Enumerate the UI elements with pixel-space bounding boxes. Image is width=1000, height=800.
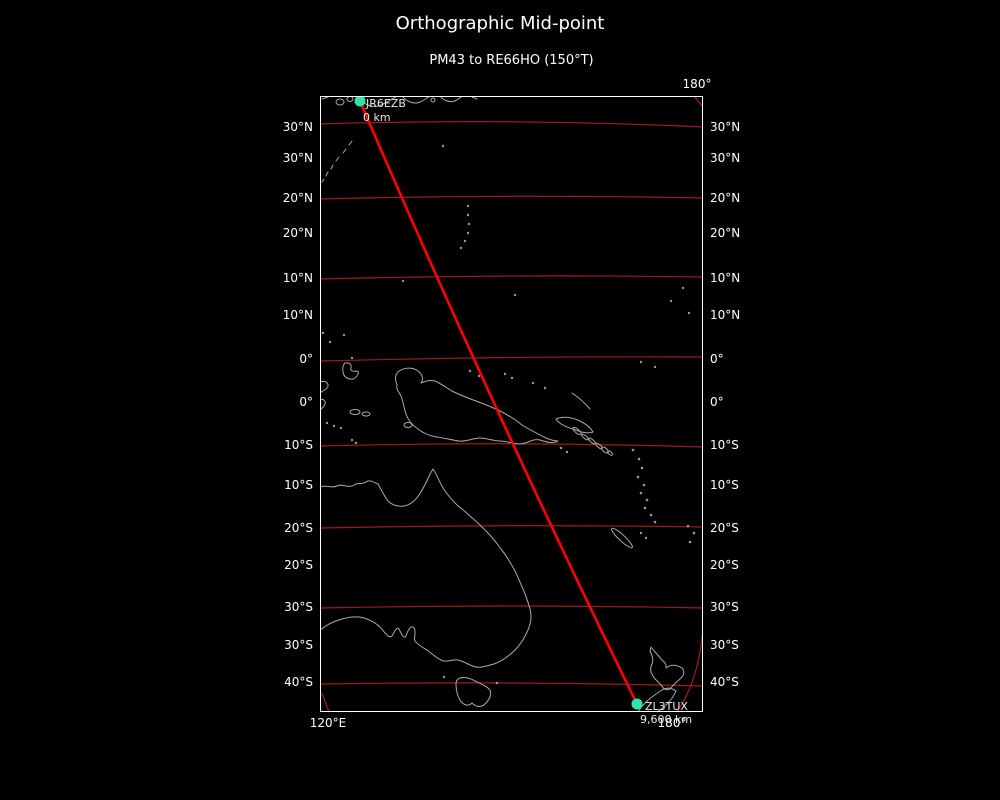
lat-tick-right-0-b: 0°	[710, 395, 724, 409]
lat-tick-left-20n-a: 20°N	[282, 191, 313, 205]
island-specks	[321, 144, 696, 685]
lat-tick-left-20s-a: 20°S	[284, 521, 313, 535]
lat-tick-left-10n-a: 10°N	[282, 271, 313, 285]
parallel-20n	[320, 195, 703, 200]
lat-tick-left-20s-b: 20°S	[284, 558, 313, 572]
parallel-10n	[320, 275, 703, 280]
meridian-180-top-fragment	[693, 96, 703, 108]
coast-solomons	[572, 426, 613, 456]
lat-tick-left-30n-b: 30°N	[282, 151, 313, 165]
lat-tick-right-10n-a: 10°N	[710, 271, 741, 285]
top-meridian-label: 180°	[682, 77, 712, 91]
coast-japan	[321, 96, 478, 107]
start-marker-dot	[354, 96, 366, 107]
lat-tick-right-20s-b: 20°S	[710, 558, 739, 572]
graticule-meridians	[321, 96, 703, 712]
lat-tick-left-20n-b: 20°N	[282, 226, 313, 240]
lat-tick-right-10s-b: 10°S	[710, 478, 739, 492]
lat-tick-left-10s-b: 10°S	[284, 478, 313, 492]
map-canvas	[320, 96, 703, 712]
lat-tick-right-30s-b: 30°S	[710, 638, 739, 652]
parallel-20s	[320, 525, 703, 529]
coast-new-caledonia	[611, 527, 633, 549]
end-callsign-label: ZL3TUX	[645, 700, 688, 713]
coast-nz-north-island	[649, 646, 685, 691]
graticule-parallels	[320, 121, 703, 687]
figure-subtitle: PM43 to RE66HO (150°T)	[429, 53, 594, 68]
lat-tick-right-30n-b: 30°N	[710, 151, 741, 165]
lat-tick-right-40s: 40°S	[710, 675, 739, 689]
coast-tasmania	[455, 677, 492, 707]
start-callsign-label: JR6EZB	[366, 97, 406, 110]
end-marker-dot	[631, 698, 643, 710]
coastlines	[320, 96, 696, 712]
parallel-10s	[320, 443, 703, 448]
coast-new-guinea	[395, 367, 559, 445]
lat-tick-left-0-b: 0°	[299, 395, 313, 409]
lat-tick-right-0-a: 0°	[710, 352, 724, 366]
start-distance-label: 0 km	[363, 111, 391, 124]
end-distance-label: 9,600 km	[640, 713, 693, 726]
lat-tick-left-40s: 40°S	[284, 675, 313, 689]
coast-australia	[320, 468, 532, 668]
lat-tick-left-10s-a: 10°S	[284, 438, 313, 452]
coast-bismarck	[555, 392, 594, 434]
coast-dolak-island	[403, 422, 413, 428]
lat-tick-left-0-a: 0°	[299, 352, 313, 366]
coast-moluccas	[320, 362, 371, 417]
parallel-40s	[320, 682, 703, 687]
meridian-120e-fragment	[321, 692, 330, 712]
coast-ryukyu-chain	[321, 140, 353, 183]
parallel-30n	[320, 121, 703, 128]
lat-tick-left-10n-b: 10°N	[282, 308, 313, 322]
lat-tick-right-10s-a: 10°S	[710, 438, 739, 452]
lat-tick-right-20s-a: 20°S	[710, 521, 739, 535]
lat-tick-right-10n-b: 10°N	[710, 308, 741, 322]
bottom-meridian-label-180: 180°	[657, 716, 687, 730]
parallel-0	[320, 356, 703, 362]
figure-title: Orthographic Mid-point	[395, 13, 605, 34]
lat-tick-right-20n-b: 20°N	[710, 226, 741, 240]
lat-tick-left-30s-a: 30°S	[284, 600, 313, 614]
map-frame	[320, 96, 703, 712]
lat-tick-right-30n-a: 30°N	[710, 120, 741, 134]
lat-tick-left-30n-a: 30°N	[282, 120, 313, 134]
lat-tick-left-30s-b: 30°S	[284, 638, 313, 652]
lat-tick-right-20n-a: 20°N	[710, 191, 741, 205]
lat-tick-right-30s-a: 30°S	[710, 600, 739, 614]
bottom-meridian-label-120e: 120°E	[309, 716, 347, 730]
track-line	[358, 100, 639, 705]
parallel-30s	[320, 605, 703, 609]
